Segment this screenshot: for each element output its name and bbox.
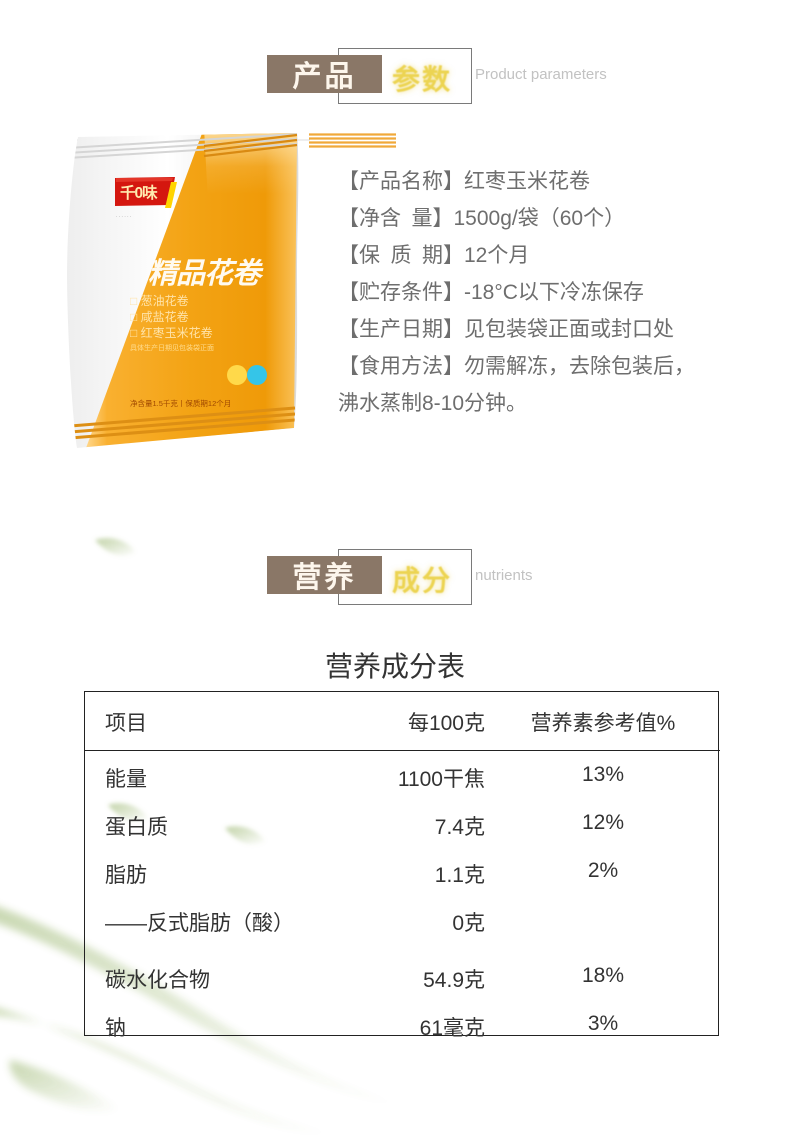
svg-text:净含量1.5千克丨保质期12个月: 净含量1.5千克丨保质期12个月	[130, 398, 231, 408]
svg-text:精品花卷: 精品花卷	[148, 258, 264, 290]
svg-text:□ 葱油花卷: □ 葱油花卷	[130, 293, 189, 308]
svg-text:. . . . . .: . . . . . .	[116, 213, 131, 219]
svg-text:具体生产日期见包装袋正面: 具体生产日期见包装袋正面	[130, 343, 214, 352]
svg-text:千0味: 千0味	[120, 183, 158, 202]
svg-text:□ 咸盐花卷: □ 咸盐花卷	[130, 309, 189, 324]
svg-text:□ 红枣玉米花卷: □ 红枣玉米花卷	[130, 325, 213, 340]
